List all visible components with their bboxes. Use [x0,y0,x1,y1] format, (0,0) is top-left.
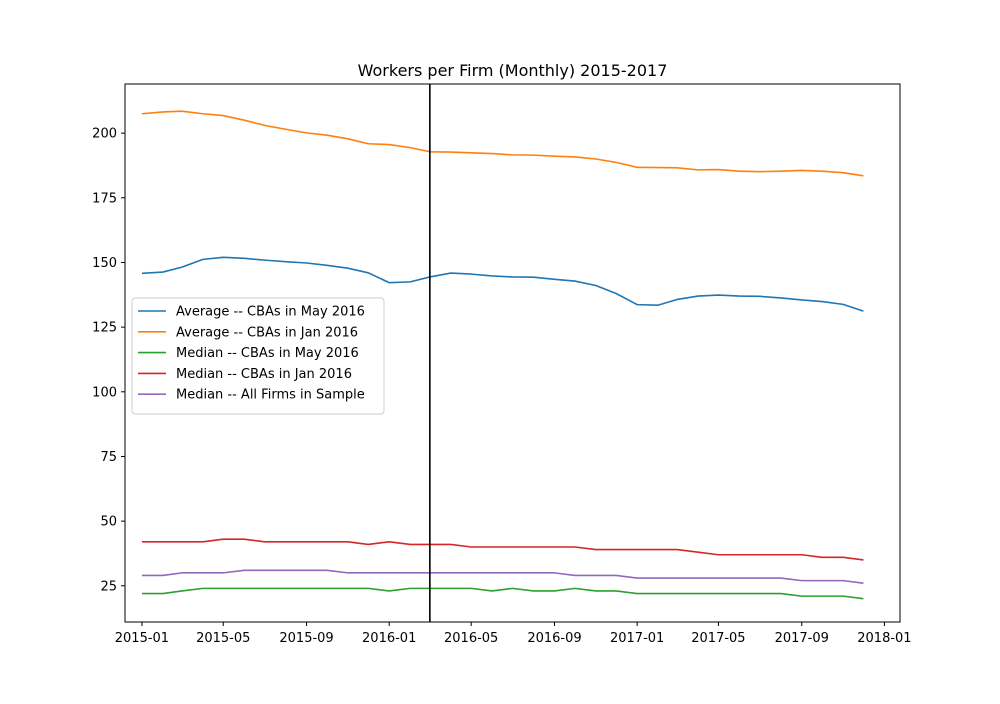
y-axis-ticks: 25 50 75 100 125 150 175 200 [92,127,125,594]
x-tick-label: 2018-01 [857,631,911,646]
chart-title: Workers per Firm (Monthly) 2015-2017 [358,61,668,80]
series-line-1 [141,256,864,312]
x-tick-label: 2017-01 [610,631,664,646]
y-tick-label: 100 [92,385,117,400]
legend-box [131,297,385,415]
legend-label: Median -- CBAs in Jan 2016 [176,367,352,382]
y-tick-label: 50 [100,515,117,530]
x-tick-label: 2015-09 [279,631,333,646]
x-tick-label: 2017-05 [691,631,745,646]
x-tick-label: 2017-09 [775,631,829,646]
y-tick-label: 75 [100,450,117,465]
series-line-2 [141,110,864,177]
series-line-5 [141,569,864,584]
x-tick-label: 2015-05 [196,631,250,646]
y-tick-label: 200 [92,127,117,142]
series-layer [141,110,864,600]
y-tick-label: 25 [100,579,117,594]
y-tick-label: 150 [92,256,117,271]
x-tick-label: 2015-01 [115,631,169,646]
legend-label: Average -- CBAs in May 2016 [176,305,365,320]
series-line-4 [141,538,864,561]
legend-label: Median -- All Firms in Sample [176,388,365,403]
x-tick-label: 2016-09 [527,631,581,646]
legend: Average -- CBAs in May 2016 Average -- CB… [131,297,385,415]
series-line-3 [141,587,864,600]
legend-label: Median -- CBAs in May 2016 [176,346,359,361]
legend-label: Average -- CBAs in Jan 2016 [176,325,358,340]
axes-frame [124,83,901,623]
y-tick-label: 125 [92,321,117,336]
x-tick-label: 2016-05 [444,631,498,646]
x-tick-label: 2016-01 [362,631,416,646]
x-axis-ticks: 2015-01 2015-05 2015-09 2016-01 2016-05 2016-… [115,622,912,646]
y-tick-label: 175 [92,191,117,206]
